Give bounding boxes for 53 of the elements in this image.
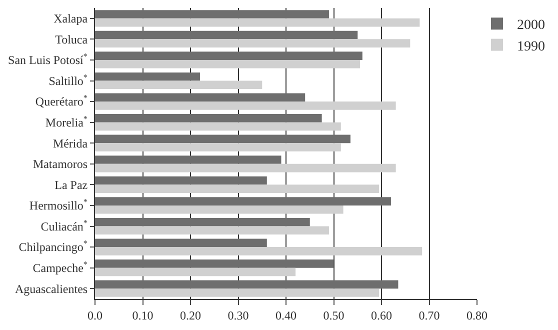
bar	[95, 30, 358, 40]
y-tick-label: Hermosillo$^{*}$	[29, 198, 88, 213]
bar	[95, 280, 398, 289]
bar	[95, 143, 341, 152]
y-tick-label: Matamoros	[32, 157, 88, 172]
bar	[95, 205, 344, 214]
y-tick-label: La Paz	[54, 178, 88, 192]
legend-label: 1990	[517, 39, 545, 54]
y-tick-label: Campeche$^{*}$	[32, 260, 88, 276]
bar	[95, 72, 200, 81]
bar	[95, 10, 329, 18]
legend-label: 2000	[517, 18, 545, 34]
y-tick-label: Morelia$^{*}$	[45, 114, 88, 130]
bar	[95, 184, 380, 193]
bar	[95, 80, 262, 90]
bar	[95, 18, 420, 27]
x-tick-label: 0.70	[418, 308, 440, 322]
bar	[95, 268, 296, 276]
y-tick-label: Querétaro$^{*}$	[35, 94, 88, 109]
y-tick-label: Xalapa	[54, 12, 88, 26]
bar	[95, 114, 322, 122]
bar	[95, 226, 329, 235]
y-tick-label: Toluca	[55, 32, 88, 46]
bar	[95, 156, 282, 164]
bar	[95, 102, 396, 110]
bar	[95, 52, 362, 60]
bar	[95, 260, 334, 268]
x-tick-label: 0.80	[466, 308, 488, 322]
bar	[95, 218, 310, 226]
x-tick-label: 0.0	[88, 308, 102, 322]
bar	[95, 39, 410, 48]
bar	[95, 93, 306, 102]
x-tick-label: 0.60	[371, 308, 392, 322]
y-tick-label: Saltillo$^{*}$	[48, 72, 88, 88]
x-tick-label: 0.40	[276, 308, 296, 322]
x-tick-label: 0.50	[323, 308, 344, 322]
y-tick-label: Chilpancingo$^{*}$	[18, 239, 88, 254]
y-tick-label: San Luis Potosí$^{*}$	[8, 52, 88, 68]
y-tick-label: Mérida	[52, 136, 88, 150]
x-tick-label: 0.10	[132, 308, 154, 322]
bar	[95, 247, 422, 256]
bar	[95, 176, 267, 185]
bar	[95, 288, 380, 297]
bar	[95, 238, 267, 248]
bar	[95, 197, 392, 206]
bar	[95, 164, 396, 172]
bar	[95, 60, 360, 68]
bar	[95, 134, 350, 144]
y-tick-label: Aguascalientes	[14, 282, 88, 296]
x-tick-label: 0.30	[228, 308, 249, 322]
y-tick-label: Culiacán$^{*}$	[40, 218, 88, 234]
bar	[95, 122, 341, 131]
x-tick-label: 0.20	[180, 308, 201, 322]
